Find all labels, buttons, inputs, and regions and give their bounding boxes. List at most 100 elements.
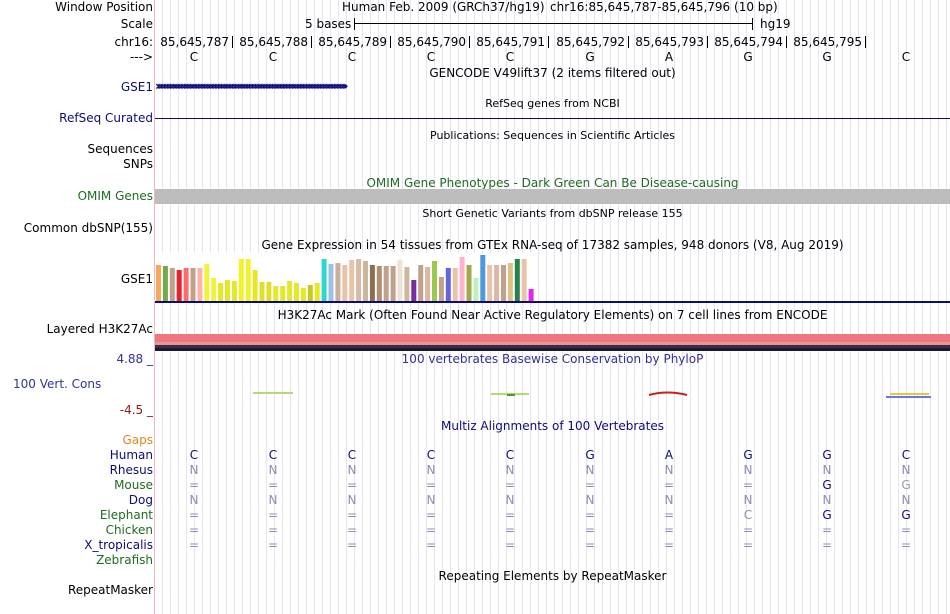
- multiz-species-label[interactable]: Human: [109, 448, 153, 462]
- gtex-tissue-bar[interactable]: [473, 278, 479, 301]
- gtex-tissue-bar[interactable]: [280, 286, 286, 301]
- gtex-tissue-bar[interactable]: [452, 268, 458, 301]
- gtex-tissue-bar[interactable]: [480, 255, 486, 301]
- gtex-tissue-bar[interactable]: [314, 283, 320, 301]
- multiz-base: C: [347, 448, 357, 462]
- phylop-signal[interactable]: [155, 385, 950, 405]
- gtex-tissue-bar[interactable]: [252, 270, 258, 301]
- h3k27ac-signal-layer-1[interactable]: [155, 334, 950, 342]
- refseq-gene-feature[interactable]: [155, 118, 950, 119]
- gtex-tissue-bar[interactable]: [183, 268, 189, 301]
- omim-genes-label[interactable]: OMIM Genes: [77, 189, 153, 203]
- gtex-tissue-bar[interactable]: [176, 270, 182, 301]
- publications-snps-label[interactable]: SNPs: [123, 157, 153, 171]
- gtex-tissue-bar[interactable]: [411, 280, 417, 301]
- gtex-tissue-bar[interactable]: [432, 261, 437, 301]
- publications-sequences-label[interactable]: Sequences: [87, 142, 153, 156]
- gtex-tissue-bar[interactable]: [273, 286, 279, 301]
- coordinate-tick: [232, 36, 233, 48]
- gtex-tissue-bar[interactable]: [363, 261, 368, 301]
- gtex-tissue-bar[interactable]: [321, 259, 327, 301]
- gtex-tissue-bar[interactable]: [349, 260, 355, 301]
- gtex-tissue-bar[interactable]: [225, 280, 230, 301]
- gtex-tissue-bar[interactable]: [300, 288, 306, 301]
- sequence-base: C: [901, 50, 911, 64]
- sequence-base: C: [268, 50, 278, 64]
- gtex-tissue-bar[interactable]: [266, 282, 272, 301]
- gtex-tissue-bar[interactable]: [514, 259, 520, 301]
- gtex-tissue-bar[interactable]: [521, 259, 527, 301]
- phylop-label[interactable]: 100 Vert. Cons: [13, 377, 102, 391]
- multiz-base: C: [268, 448, 278, 462]
- gtex-tissue-bar[interactable]: [459, 257, 465, 301]
- gtex-tissue-bar[interactable]: [287, 281, 293, 301]
- gtex-tissue-bar[interactable]: [190, 268, 196, 301]
- gtex-tissue-bar[interactable]: [211, 278, 217, 301]
- multiz-base: G: [743, 448, 753, 462]
- gtex-tissue-bar[interactable]: [383, 266, 389, 301]
- publications-track-title: Publications: Sequences in Scientific Ar…: [430, 129, 675, 142]
- multiz-species-label[interactable]: Rhesus: [109, 463, 153, 477]
- gtex-tissue-bar[interactable]: [528, 289, 534, 301]
- coordinate-tick: [311, 36, 312, 48]
- gtex-tissue-bar[interactable]: [376, 266, 382, 301]
- gtex-tissue-bar[interactable]: [328, 264, 334, 301]
- phylop-track-title: 100 vertebrates Basewise Conservation by…: [401, 352, 704, 366]
- gtex-tissue-bar[interactable]: [438, 277, 444, 301]
- multiz-base: N: [505, 463, 515, 477]
- gtex-tissue-bar[interactable]: [494, 265, 500, 301]
- gtex-tissue-bar[interactable]: [204, 264, 210, 301]
- multiz-base: N: [505, 493, 515, 507]
- gtex-tissue-bar[interactable]: [294, 283, 299, 301]
- gtex-tissue-bar[interactable]: [445, 268, 451, 301]
- gtex-tissue-bar[interactable]: [507, 263, 513, 301]
- gtex-tissue-bar[interactable]: [245, 259, 251, 301]
- gtex-tissue-bar[interactable]: [397, 260, 403, 301]
- multiz-species-label[interactable]: Chicken: [105, 523, 153, 537]
- gtex-tissue-bar[interactable]: [238, 259, 244, 301]
- multiz-base: N: [268, 463, 278, 477]
- gtex-tissue-bar[interactable]: [259, 282, 265, 301]
- dbsnp-label[interactable]: Common dbSNP(155): [23, 221, 153, 235]
- multiz-species-label[interactable]: Dog: [128, 493, 153, 507]
- h3k27ac-label[interactable]: Layered H3K27Ac: [46, 322, 153, 336]
- gtex-tissue-bar[interactable]: [356, 259, 362, 301]
- multiz-species-label[interactable]: X_tropicalis: [84, 538, 153, 552]
- gtex-tissue-bar[interactable]: [404, 267, 410, 301]
- gtex-tissue-bar[interactable]: [390, 266, 396, 301]
- gtex-expression-chart[interactable]: [155, 253, 950, 303]
- gtex-tissue-bar[interactable]: [197, 268, 203, 301]
- gtex-tissue-bar[interactable]: [425, 267, 431, 301]
- refseq-curated-label[interactable]: RefSeq Curated: [59, 111, 153, 125]
- repeatmasker-label[interactable]: RepeatMasker: [67, 583, 153, 597]
- gtex-tissue-bar[interactable]: [487, 265, 493, 301]
- multiz-base: G: [901, 508, 911, 522]
- multiz-species-label[interactable]: Zebrafish: [96, 553, 153, 567]
- gtex-tissue-bar[interactable]: [156, 265, 161, 301]
- multiz-base: =: [188, 538, 200, 552]
- multiz-gaps-label[interactable]: Gaps: [122, 433, 153, 447]
- multiz-base: A: [664, 448, 674, 462]
- gtex-tissue-bar[interactable]: [369, 265, 375, 301]
- gtex-tissue-bar[interactable]: [162, 266, 168, 301]
- gtex-tissue-bar[interactable]: [501, 265, 506, 301]
- multiz-species-label[interactable]: Elephant: [99, 508, 153, 522]
- gtex-tissue-bar[interactable]: [231, 281, 237, 301]
- gencode-gene-label[interactable]: GSE1: [120, 80, 153, 94]
- gtex-tissue-bar[interactable]: [418, 265, 424, 301]
- gencode-gene-feature[interactable]: ››››››››››››››››››››››››››››››››››››››››…: [155, 79, 348, 93]
- multiz-base: =: [188, 478, 200, 492]
- gtex-tissue-bar[interactable]: [335, 263, 341, 301]
- gtex-tissue-bar[interactable]: [466, 265, 472, 301]
- coordinate-label: 85,645,794: [714, 35, 783, 49]
- gtex-tissue-bar[interactable]: [307, 285, 313, 301]
- multiz-species-label[interactable]: Mouse: [114, 478, 153, 492]
- multiz-base: N: [901, 463, 911, 477]
- sequence-base: C: [426, 50, 436, 64]
- gtex-tissue-bar[interactable]: [169, 268, 175, 301]
- gtex-gene-label[interactable]: GSE1: [120, 272, 153, 286]
- gtex-tissue-bar[interactable]: [342, 265, 348, 301]
- gtex-tissue-bar[interactable]: [218, 283, 224, 301]
- omim-gene-feature[interactable]: [155, 189, 950, 204]
